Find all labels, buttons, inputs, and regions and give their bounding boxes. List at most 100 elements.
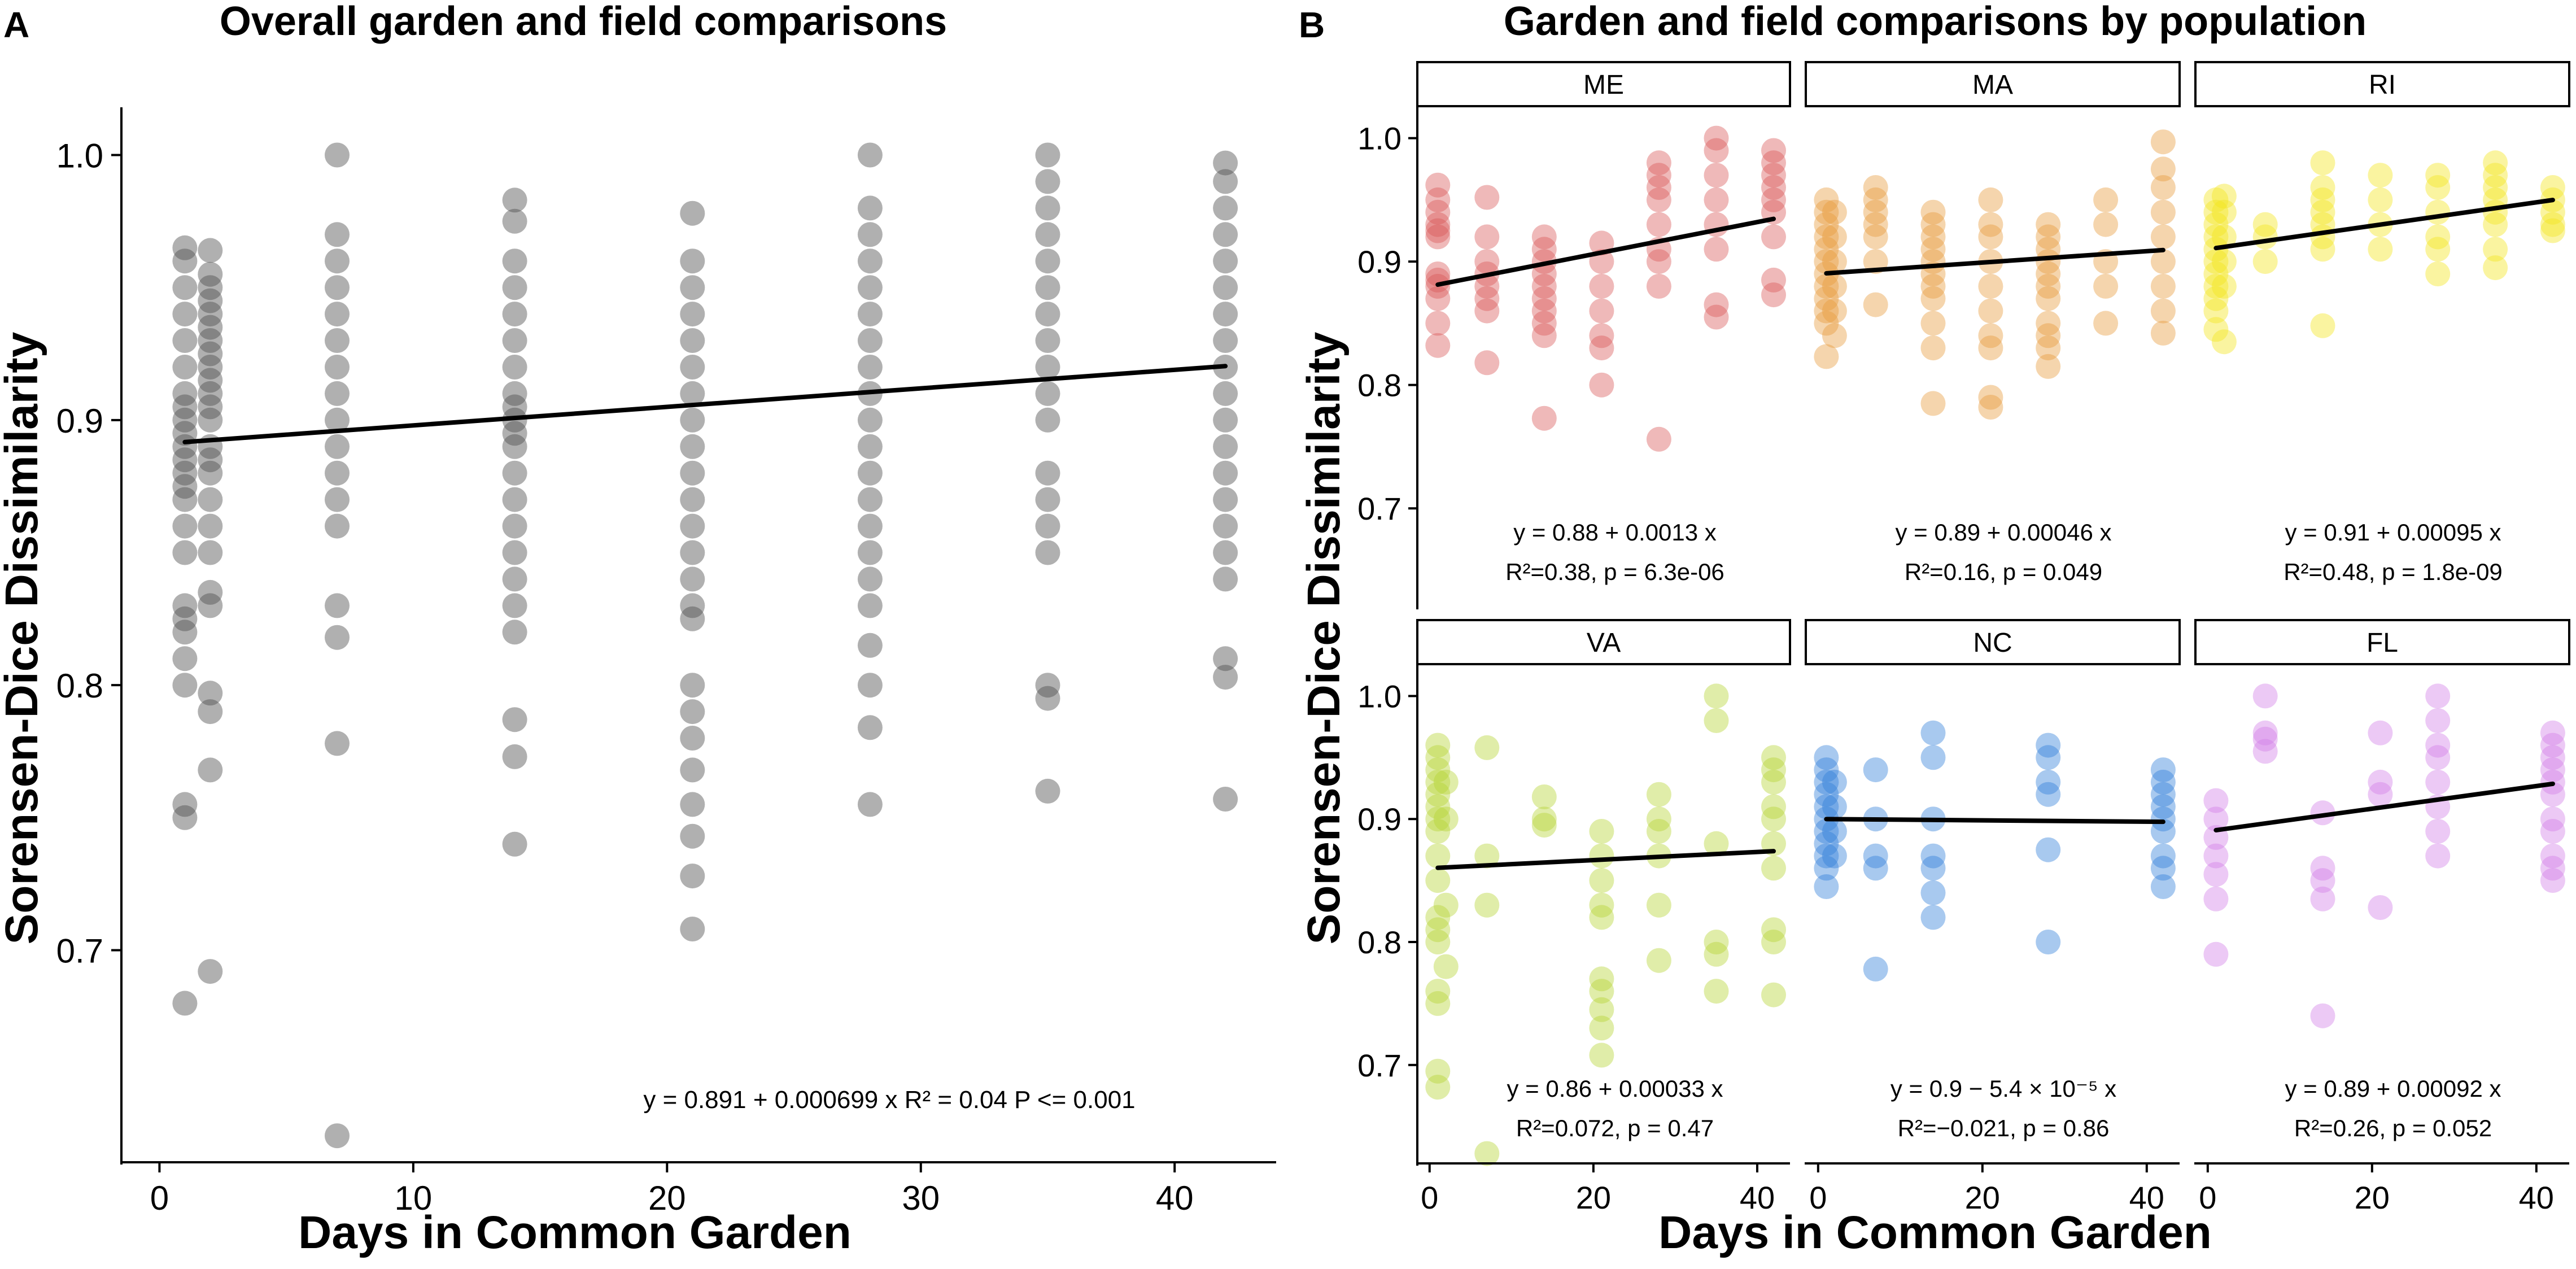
data-point bbox=[1425, 905, 1451, 930]
data-point bbox=[2425, 199, 2451, 225]
data-point bbox=[1474, 735, 1500, 760]
data-point bbox=[1425, 991, 1451, 1016]
data-point bbox=[1978, 298, 2003, 324]
data-point bbox=[680, 328, 705, 353]
data-point bbox=[2150, 843, 2176, 869]
data-point bbox=[1425, 261, 1451, 286]
data-point bbox=[1425, 745, 1451, 770]
data-point bbox=[2203, 212, 2229, 237]
data-point bbox=[1531, 813, 1557, 838]
data-point bbox=[1761, 150, 1786, 176]
facet-strip bbox=[1805, 61, 2181, 107]
data-point bbox=[198, 238, 223, 263]
data-point bbox=[2036, 224, 2061, 250]
data-point bbox=[1920, 286, 1946, 311]
data-point bbox=[680, 302, 705, 327]
data-point bbox=[857, 593, 883, 618]
data-point bbox=[172, 394, 198, 420]
data-point bbox=[1425, 212, 1451, 237]
data-point bbox=[1814, 224, 1839, 250]
data-point bbox=[325, 381, 350, 406]
data-point bbox=[502, 394, 527, 420]
data-point bbox=[325, 248, 350, 274]
data-point bbox=[1978, 273, 2003, 299]
data-point bbox=[2036, 930, 2061, 954]
facet-strip bbox=[2194, 61, 2570, 107]
data-point bbox=[1814, 769, 1839, 795]
data-point bbox=[2540, 757, 2565, 783]
data-point bbox=[1035, 248, 1060, 274]
data-point bbox=[1213, 407, 1238, 433]
data-point bbox=[198, 381, 223, 406]
data-point bbox=[2540, 732, 2565, 758]
data-point bbox=[1646, 187, 1671, 212]
data-point bbox=[1978, 335, 2003, 361]
facet-me: ME 0.7 0.8 0.9 1.0 y = 0.88 + 0.0013 x R²=0.38… bbox=[1357, 61, 1791, 609]
data-point bbox=[1425, 286, 1451, 311]
data-point bbox=[2483, 237, 2508, 262]
panel-b-y-axis-label: Sorensen-Dice Dissimilarity bbox=[1298, 332, 1350, 944]
data-point bbox=[2483, 163, 2508, 188]
data-point bbox=[1814, 249, 1839, 274]
data-point bbox=[1474, 273, 1500, 299]
data-point bbox=[857, 460, 883, 486]
data-point bbox=[502, 487, 527, 512]
data-point bbox=[1035, 302, 1060, 327]
data-point bbox=[502, 513, 527, 539]
data-point bbox=[1920, 311, 1946, 336]
data-point bbox=[2211, 273, 2237, 299]
data-point bbox=[1433, 892, 1459, 918]
data-point bbox=[198, 699, 223, 725]
data-point bbox=[1213, 566, 1238, 592]
data-point bbox=[2036, 261, 2061, 286]
data-point bbox=[2540, 856, 2565, 881]
panel-a-plot: 0.7 0.8 0.9 1.0 0 10 20 30 40 bbox=[56, 107, 1276, 1217]
data-point bbox=[2310, 187, 2335, 212]
data-point bbox=[2483, 255, 2508, 281]
y-tick-label: 0.7 bbox=[56, 932, 103, 970]
data-point bbox=[2252, 683, 2278, 709]
data-point bbox=[2036, 354, 2061, 379]
data-point bbox=[2252, 739, 2278, 764]
data-point bbox=[857, 513, 883, 539]
data-point bbox=[1646, 150, 1671, 176]
data-point bbox=[325, 487, 350, 512]
x-tick-label: 20 bbox=[648, 1179, 686, 1217]
data-point bbox=[1213, 665, 1238, 690]
data-point bbox=[198, 355, 223, 380]
data-point bbox=[1531, 784, 1557, 809]
data-point bbox=[325, 142, 350, 168]
data-point bbox=[1814, 794, 1839, 819]
x-tick-label: 30 bbox=[902, 1179, 940, 1217]
data-point bbox=[1213, 434, 1238, 459]
data-point bbox=[1920, 843, 1946, 869]
facet-equation: y = 0.89 + 0.00046 x bbox=[1896, 519, 2112, 546]
data-point bbox=[502, 593, 527, 618]
data-point bbox=[1920, 199, 1946, 225]
data-point bbox=[1531, 806, 1557, 832]
data-point bbox=[2036, 286, 2061, 311]
data-point bbox=[2036, 335, 2061, 361]
data-point bbox=[2540, 720, 2565, 745]
regression-line bbox=[2213, 781, 2555, 832]
regression-line bbox=[1435, 216, 1776, 287]
facet-equation: y = 0.91 + 0.00095 x bbox=[2285, 519, 2501, 546]
data-point bbox=[1814, 831, 1839, 856]
data-point bbox=[2036, 745, 2061, 770]
data-point bbox=[2425, 261, 2451, 286]
data-point bbox=[198, 460, 223, 486]
data-point bbox=[2203, 249, 2229, 274]
data-point bbox=[325, 355, 350, 380]
data-point bbox=[502, 434, 527, 459]
data-point bbox=[1589, 979, 1614, 1004]
data-point bbox=[1704, 163, 1729, 188]
data-point bbox=[1761, 769, 1786, 795]
data-point bbox=[1213, 787, 1238, 812]
data-point bbox=[172, 381, 198, 406]
data-point bbox=[1474, 892, 1500, 918]
data-point bbox=[2036, 837, 2061, 862]
data-point bbox=[1213, 487, 1238, 512]
data-point bbox=[1474, 249, 1500, 274]
data-point bbox=[2368, 720, 2393, 745]
data-point bbox=[857, 566, 883, 592]
